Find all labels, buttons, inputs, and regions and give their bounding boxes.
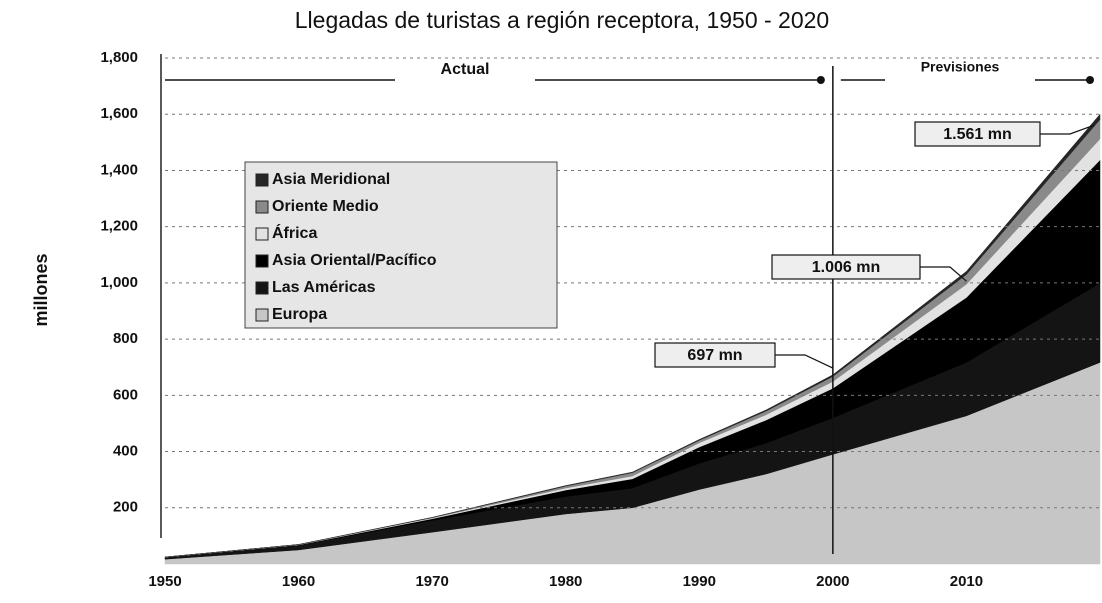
x-tick-label: 1980 <box>549 573 582 590</box>
y-axis-label: millones <box>31 253 51 326</box>
annotation-label: 697 mn <box>687 347 742 364</box>
legend-swatch <box>255 308 269 322</box>
x-tick-label: 1990 <box>683 573 716 590</box>
legend-swatch <box>255 173 269 187</box>
legend-label: África <box>272 223 317 242</box>
y-tick-label: 1,200 <box>100 218 138 235</box>
y-tick-label: 200 <box>113 499 138 516</box>
x-tick-label: 2000 <box>816 573 849 590</box>
y-tick-label: 1,600 <box>100 105 138 122</box>
legend: Asia Meridional Oriente Medio África Asia O… <box>244 161 558 329</box>
legend-box <box>244 161 558 329</box>
legend-label: Asia Oriental/Pacífico <box>272 252 437 269</box>
legend-label: Asia Meridional <box>272 171 390 188</box>
x-tick-label: 2010 <box>950 573 983 590</box>
legend-swatch <box>255 227 269 241</box>
annotation-box <box>771 254 921 280</box>
area <box>164 113 1101 558</box>
legend-swatch <box>255 281 269 295</box>
arrow-head <box>816 76 825 84</box>
legend-label: Las Américas <box>272 279 376 296</box>
leader-line <box>775 354 834 369</box>
legend-label: Oriente Medio <box>272 198 379 215</box>
y-tick-label: 1,800 <box>100 49 138 66</box>
y-tick-label: 400 <box>113 443 138 460</box>
y-tick-label: 1,400 <box>100 161 138 178</box>
arrow-head <box>1086 76 1094 84</box>
x-tick-label: 1950 <box>148 573 181 590</box>
annotation-label: 1.561 mn <box>943 126 1011 143</box>
period-label: Actual <box>441 61 490 78</box>
annotation-label: 1.006 mn <box>812 259 880 276</box>
leader-line <box>920 266 967 282</box>
legend-swatch <box>255 254 269 268</box>
chart-title: Llegadas de turistas a región receptora,… <box>295 7 829 33</box>
y-tick-label: 1,000 <box>100 274 138 291</box>
leader-line <box>1040 124 1095 135</box>
annotation-box <box>654 342 776 368</box>
y-tick-label: 600 <box>113 386 138 403</box>
x-tick-label: 1970 <box>415 573 448 590</box>
period-label: Previsiones <box>921 59 1000 75</box>
period-bg <box>885 66 1035 90</box>
annotation-box <box>914 121 1041 147</box>
legend-swatch <box>255 200 269 214</box>
y-tick-label: 800 <box>113 330 138 347</box>
period-bg <box>395 66 535 94</box>
x-tick-label: 1960 <box>282 573 315 590</box>
legend-label: Europa <box>272 306 327 323</box>
